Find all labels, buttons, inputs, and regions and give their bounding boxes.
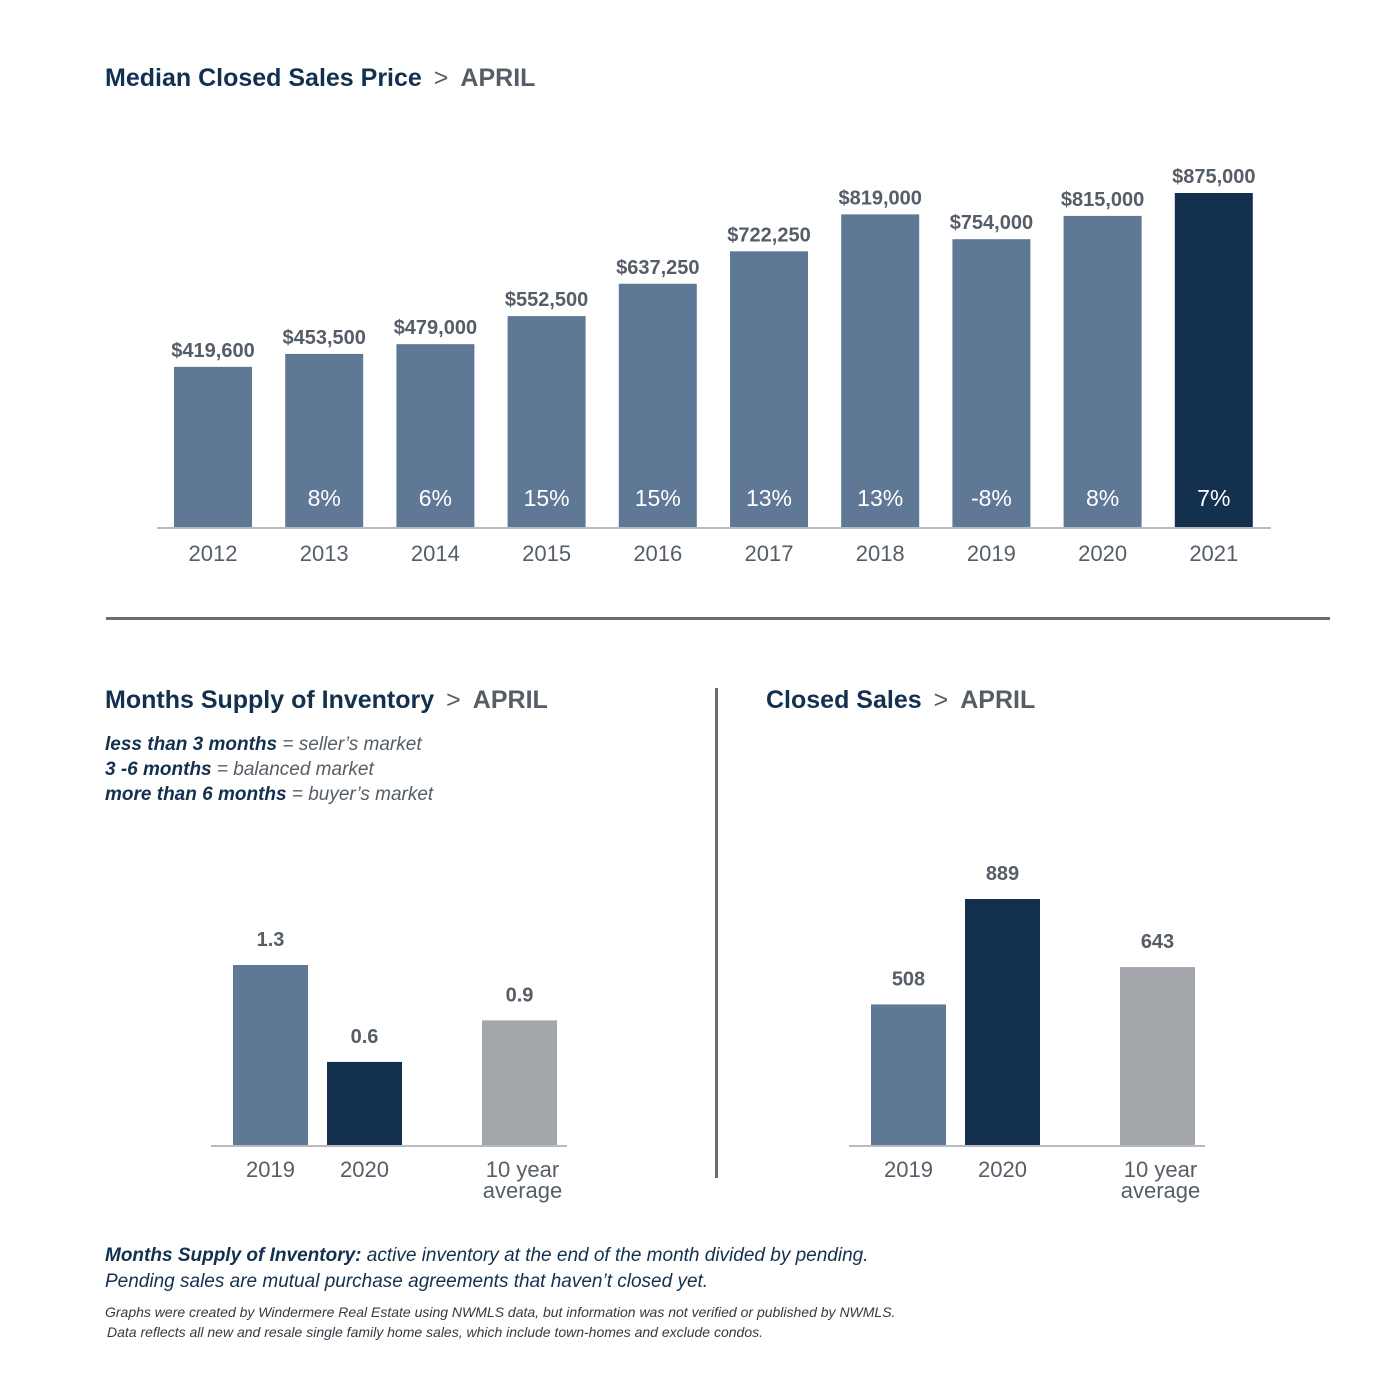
- price-value-label: $479,000: [394, 317, 477, 339]
- sales-category-tick: 2020: [978, 1157, 1027, 1182]
- inventory-value-label: 0.6: [351, 1026, 379, 1048]
- market-legend: less than 3 months = seller’s market 3 -…: [105, 732, 433, 807]
- price-value-label: $419,600: [171, 340, 254, 362]
- median-price-title: Median Closed Sales Price > APRIL: [105, 64, 535, 93]
- sales-value-label: 508: [892, 968, 925, 990]
- sales-bar-1: [871, 1004, 946, 1145]
- price-bar-2016: [618, 283, 697, 527]
- sales-category-tick: average: [1121, 1178, 1201, 1203]
- price-year-tick: 2018: [856, 541, 905, 566]
- inventory-category-tick: 2020: [340, 1157, 389, 1182]
- inventory-bar-2: [327, 1061, 402, 1145]
- price-change-label: 15%: [635, 485, 681, 511]
- price-year-tick: 2015: [522, 541, 571, 566]
- inventory-definition: Months Supply of Inventory: active inven…: [105, 1243, 869, 1295]
- price-bar-2014: [396, 344, 475, 527]
- price-year-tick: 2013: [300, 541, 349, 566]
- closed-sales-title-separator: >: [933, 686, 949, 714]
- inventory-value-label: 1.3: [257, 929, 285, 951]
- price-change-label: 6%: [419, 485, 452, 511]
- legend-key: less than 3 months: [105, 734, 278, 755]
- price-value-label: $754,000: [950, 212, 1033, 234]
- legend-value: = buyer’s market: [291, 784, 434, 805]
- inventory-definition-line-2: Pending sales are mutual purchase agreem…: [105, 1271, 709, 1292]
- sales-value-label: 889: [986, 863, 1019, 885]
- legend-key: more than 6 months: [105, 784, 287, 805]
- price-change-label: -8%: [971, 485, 1012, 511]
- median-price-title-text: Median Closed Sales Price: [105, 64, 422, 92]
- legend-row-sellers: less than 3 months = seller’s market: [105, 732, 433, 757]
- section-divider-horizontal: [106, 617, 1330, 620]
- legend-value: = balanced market: [216, 759, 374, 780]
- price-value-label: $637,250: [616, 257, 699, 279]
- price-year-tick: 2012: [189, 541, 238, 566]
- inventory-bar-3: [482, 1020, 557, 1145]
- price-year-tick: 2016: [633, 541, 682, 566]
- closed-sales-title-text: Closed Sales: [766, 686, 922, 714]
- inventory-category-tick: 2019: [246, 1157, 295, 1182]
- price-change-label: 15%: [524, 485, 570, 511]
- sales-bar-2: [965, 899, 1040, 1145]
- price-value-label: $722,250: [727, 224, 810, 246]
- price-change-label: 8%: [1086, 485, 1119, 511]
- price-bar-2019: [952, 239, 1031, 527]
- legend-row-buyers: more than 6 months = buyer’s market: [105, 782, 433, 807]
- closed-sales-title-month: APRIL: [960, 686, 1036, 714]
- sales-category-tick: 2019: [884, 1157, 933, 1182]
- price-value-label: $552,500: [505, 289, 588, 311]
- inventory-bar-1: [233, 965, 308, 1145]
- legend-key: 3 -6 months: [105, 759, 212, 780]
- inventory-definition-line-1: Months Supply of Inventory: active inven…: [105, 1243, 869, 1269]
- price-change-label: 8%: [308, 485, 341, 511]
- price-year-tick: 2017: [745, 541, 794, 566]
- price-value-label: $815,000: [1061, 189, 1144, 211]
- price-bar-2021: [1174, 193, 1253, 527]
- section-divider-vertical: [715, 688, 718, 1178]
- legend-value: = seller’s market: [282, 734, 422, 755]
- price-bar-2018: [841, 214, 920, 527]
- price-bar-2013: [285, 353, 364, 527]
- price-value-label: $819,000: [838, 187, 921, 209]
- closed-sales-title: Closed Sales > APRIL: [766, 686, 1035, 715]
- inventory-title-month: APRIL: [472, 686, 548, 714]
- inventory-category-tick: average: [483, 1178, 563, 1203]
- price-change-label: 13%: [746, 485, 792, 511]
- credits-line-1: Graphs were created by Windermere Real E…: [105, 1304, 896, 1320]
- sales-bar-3: [1120, 967, 1195, 1145]
- data-credits: Graphs were created by Windermere Real E…: [105, 1302, 895, 1342]
- inventory-title-separator: >: [446, 686, 461, 714]
- price-year-tick: 2014: [411, 541, 460, 566]
- price-bar-2020: [1063, 215, 1142, 527]
- inventory-value-label: 0.9: [506, 984, 534, 1006]
- inventory-title: Months Supply of Inventory > APRIL: [105, 686, 548, 715]
- price-bar-2012: [174, 366, 252, 527]
- inventory-title-text: Months Supply of Inventory: [105, 686, 435, 714]
- inventory-definition-text: active inventory at the end of the month…: [366, 1245, 869, 1266]
- price-change-label: 13%: [857, 485, 903, 511]
- sales-value-label: 643: [1141, 931, 1174, 953]
- legend-row-balanced: 3 -6 months = balanced market: [105, 757, 433, 782]
- median-price-title-separator: >: [433, 64, 449, 92]
- median-price-title-month: APRIL: [460, 64, 536, 92]
- price-value-label: $453,500: [282, 327, 365, 349]
- price-year-tick: 2020: [1078, 541, 1127, 566]
- price-year-tick: 2021: [1189, 541, 1238, 566]
- price-change-label: 7%: [1197, 485, 1230, 511]
- inventory-definition-term: Months Supply of Inventory:: [105, 1245, 362, 1266]
- price-year-tick: 2019: [967, 541, 1016, 566]
- inventory-category-tick: 10 year: [486, 1157, 559, 1182]
- price-bar-2017: [730, 251, 808, 527]
- credits-line-2: Data reflects all new and resale single …: [107, 1324, 764, 1340]
- sales-category-tick: 10 year: [1124, 1157, 1197, 1182]
- price-value-label: $875,000: [1172, 166, 1255, 188]
- price-bar-2015: [507, 316, 586, 527]
